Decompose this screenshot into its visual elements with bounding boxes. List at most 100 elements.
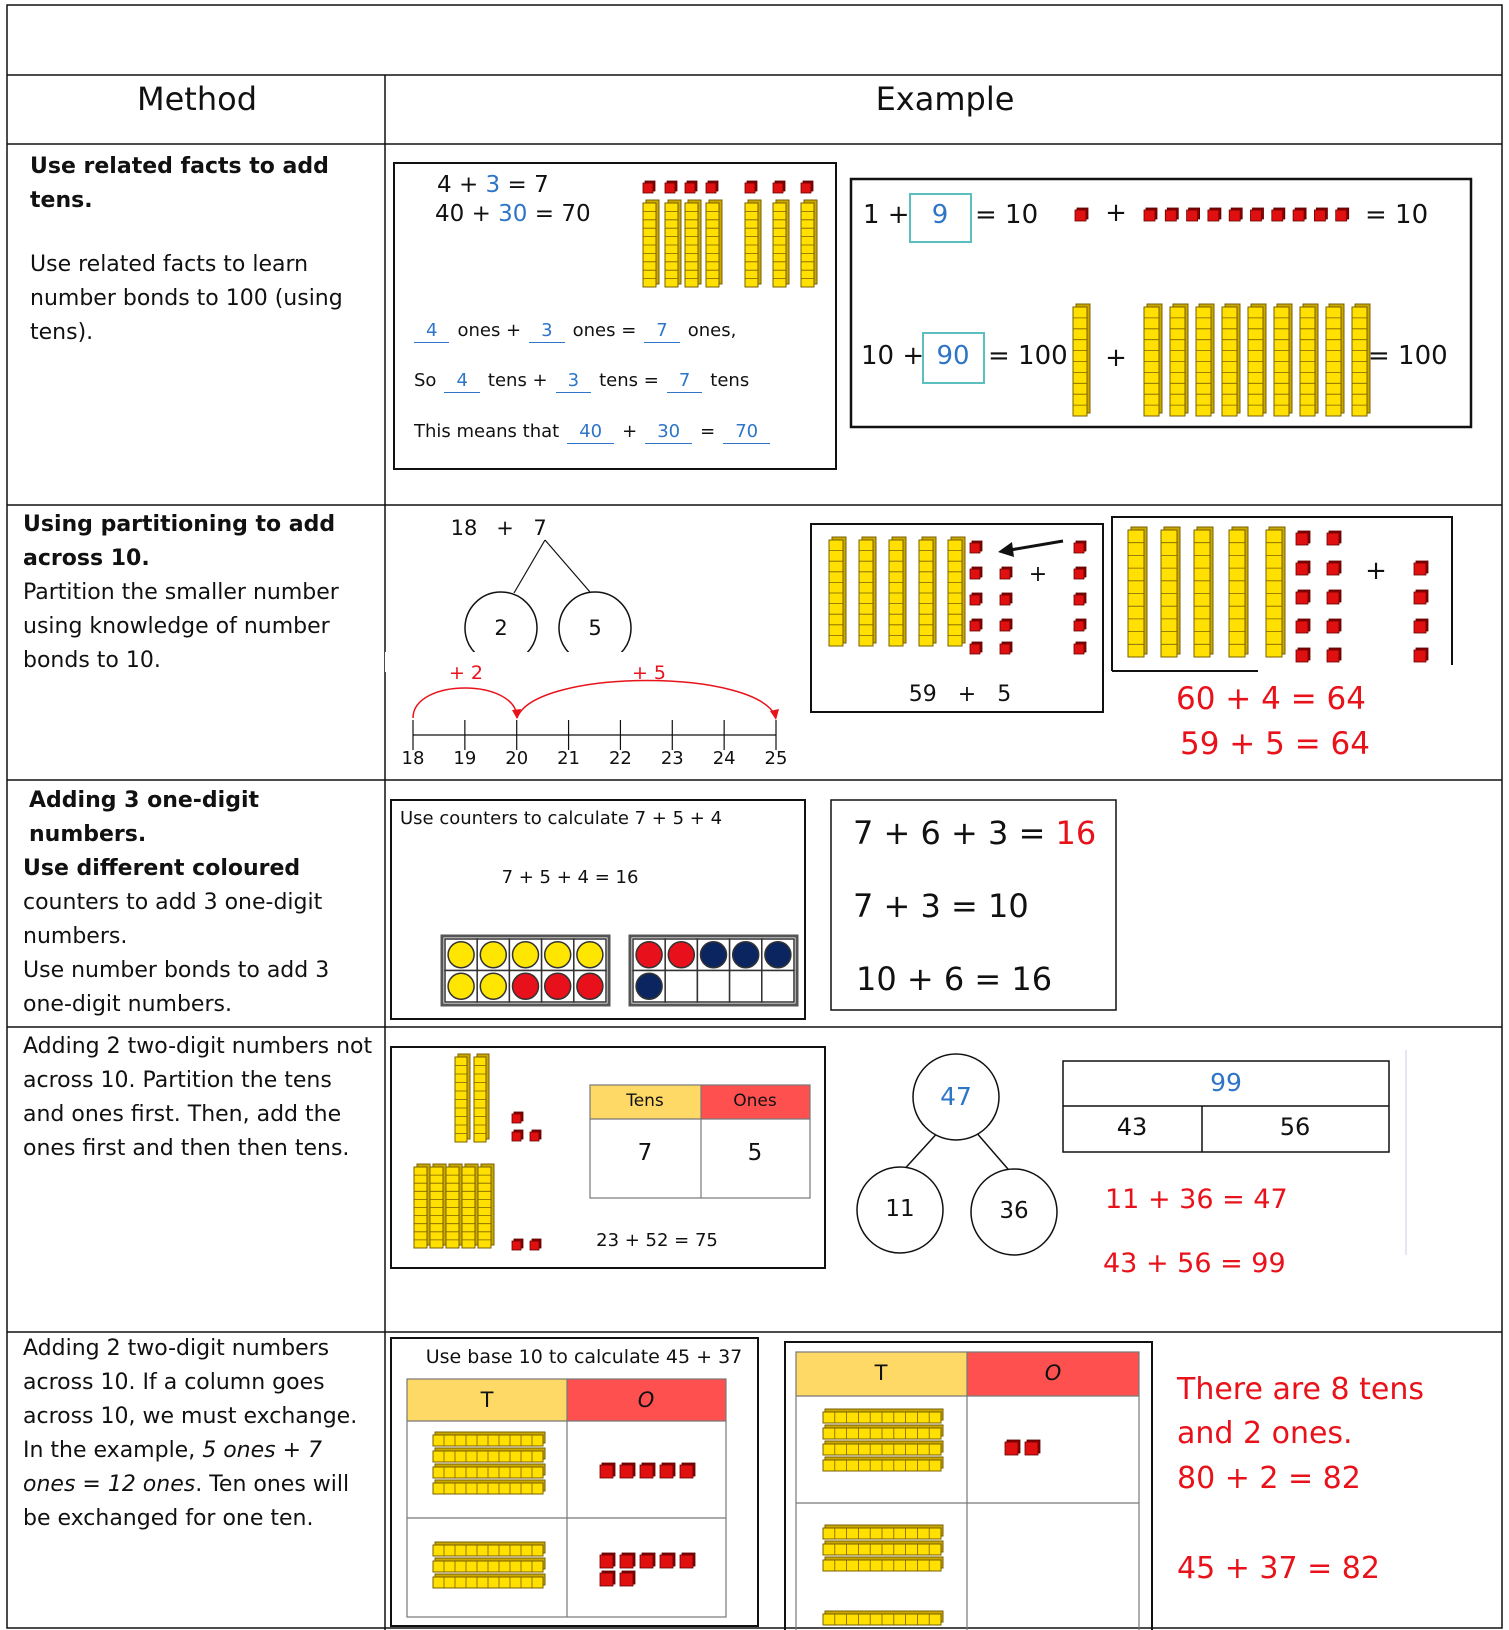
answer: 90 — [936, 341, 970, 371]
part-circle — [970, 1168, 1058, 1256]
rod-segments — [834, 1614, 930, 1625]
rod-segments — [834, 1444, 930, 1455]
counter — [635, 941, 663, 969]
rod-segments — [1073, 317, 1087, 406]
text: = 10 — [975, 200, 1039, 230]
text: = 100 — [1368, 341, 1448, 371]
cube — [1074, 209, 1087, 222]
result: 80 + 2 = 82 — [1177, 1461, 1361, 1496]
rod-segments — [443, 1561, 533, 1572]
method-cell: Using partitioning to add across 10. Par… — [23, 508, 373, 678]
arrow — [1009, 539, 1064, 552]
text: ones + — [457, 320, 522, 341]
method-text: Adding 2 two-digit numbers not across 10… — [23, 1034, 373, 1161]
text: + — [1028, 562, 1048, 587]
cube — [1250, 209, 1262, 222]
example-card — [830, 799, 1117, 1011]
equation: 7 + 6 + 3 = 16 — [853, 814, 1096, 852]
cube — [1271, 209, 1284, 222]
rod-segments — [1128, 542, 1144, 645]
rod-segments — [745, 211, 758, 279]
example-card — [393, 162, 837, 470]
answer-box — [922, 332, 985, 384]
method-text: 5 ones + 7 ones = 12 ones — [23, 1438, 323, 1497]
cube — [1186, 209, 1198, 222]
cube — [1295, 620, 1309, 634]
rod-segments — [1274, 317, 1289, 406]
arrowhead — [998, 542, 1014, 557]
counter — [543, 972, 572, 1000]
text: ones, — [687, 320, 737, 341]
whole-circle — [912, 1053, 1000, 1141]
text: = — [700, 421, 716, 442]
cube — [969, 542, 981, 554]
method-cell: Adding 2 two-digit numbers not across 10… — [23, 1030, 373, 1166]
branch — [974, 1130, 1015, 1177]
text: + — [1105, 198, 1127, 228]
cube — [1024, 1441, 1039, 1456]
cube — [1314, 209, 1326, 222]
cube — [744, 182, 756, 194]
method-cell: Adding 3 one-digit numbers. Use differen… — [23, 784, 373, 1022]
text: = 10 — [1365, 200, 1429, 230]
method-text: Adding 2 two-digit numbers across 10. If… — [23, 1336, 358, 1463]
arrowhead — [770, 709, 779, 720]
text: 23 + 52 = 75 — [596, 1230, 718, 1251]
fill-in-line: This means that 40 +30 = 70 — [414, 421, 771, 444]
method-text: Partition the smaller number using knowl… — [23, 580, 339, 673]
cube — [969, 643, 981, 655]
table-header: T — [874, 1361, 888, 1385]
number-line-label: 25 — [764, 748, 788, 769]
rod-segments — [443, 1577, 533, 1588]
rod-segments — [455, 1065, 467, 1134]
cube — [664, 182, 676, 194]
counter — [479, 941, 508, 969]
answer: 9 — [931, 200, 949, 230]
cube — [969, 568, 981, 580]
part: 11 — [885, 1196, 915, 1222]
cube — [1295, 591, 1309, 605]
part: 56 — [1279, 1113, 1311, 1141]
rod-segments — [1248, 317, 1263, 406]
cube — [639, 1464, 654, 1479]
rod-segments — [919, 550, 933, 636]
rod-segments — [859, 550, 873, 636]
text: = 70 — [527, 201, 591, 227]
place-value-table — [589, 1084, 811, 1199]
method-text: counters to add 3 one-digit numbers. — [23, 890, 323, 949]
answer: 16 — [1055, 814, 1097, 852]
counter — [576, 972, 604, 1000]
cube — [999, 620, 1011, 632]
counter — [699, 941, 728, 969]
cube — [619, 1464, 634, 1479]
cube — [1073, 594, 1085, 606]
rod-segments — [834, 1428, 930, 1439]
answer: 3 — [555, 370, 592, 393]
text: 10 + — [861, 341, 925, 371]
cube — [599, 1554, 614, 1569]
counter — [764, 941, 792, 969]
table-header: O — [1044, 1361, 1062, 1385]
text: 7 + 5 + 4 = 16 — [501, 867, 639, 888]
cube — [1326, 649, 1340, 663]
number-line-label: 21 — [557, 748, 581, 769]
cube — [1004, 1441, 1019, 1456]
cube — [642, 182, 654, 194]
text: 59 + 5 — [908, 682, 1012, 707]
answer: 7 — [644, 320, 680, 343]
text: 18 — [450, 516, 478, 540]
rod-segments — [430, 1174, 443, 1241]
jump-label: + 5 — [631, 662, 667, 684]
jump-arc — [516, 679, 777, 719]
cube — [659, 1554, 674, 1569]
text: 7 — [533, 516, 547, 540]
arrowhead — [512, 709, 521, 719]
answer: 70 — [723, 421, 771, 444]
text: + — [496, 516, 514, 540]
cube — [1326, 620, 1340, 634]
method-text: Use related facts to learn number bonds … — [30, 252, 343, 345]
rod-segments — [706, 211, 719, 279]
number-line-label: 23 — [660, 748, 684, 769]
ten-frame-cell — [761, 969, 795, 1003]
